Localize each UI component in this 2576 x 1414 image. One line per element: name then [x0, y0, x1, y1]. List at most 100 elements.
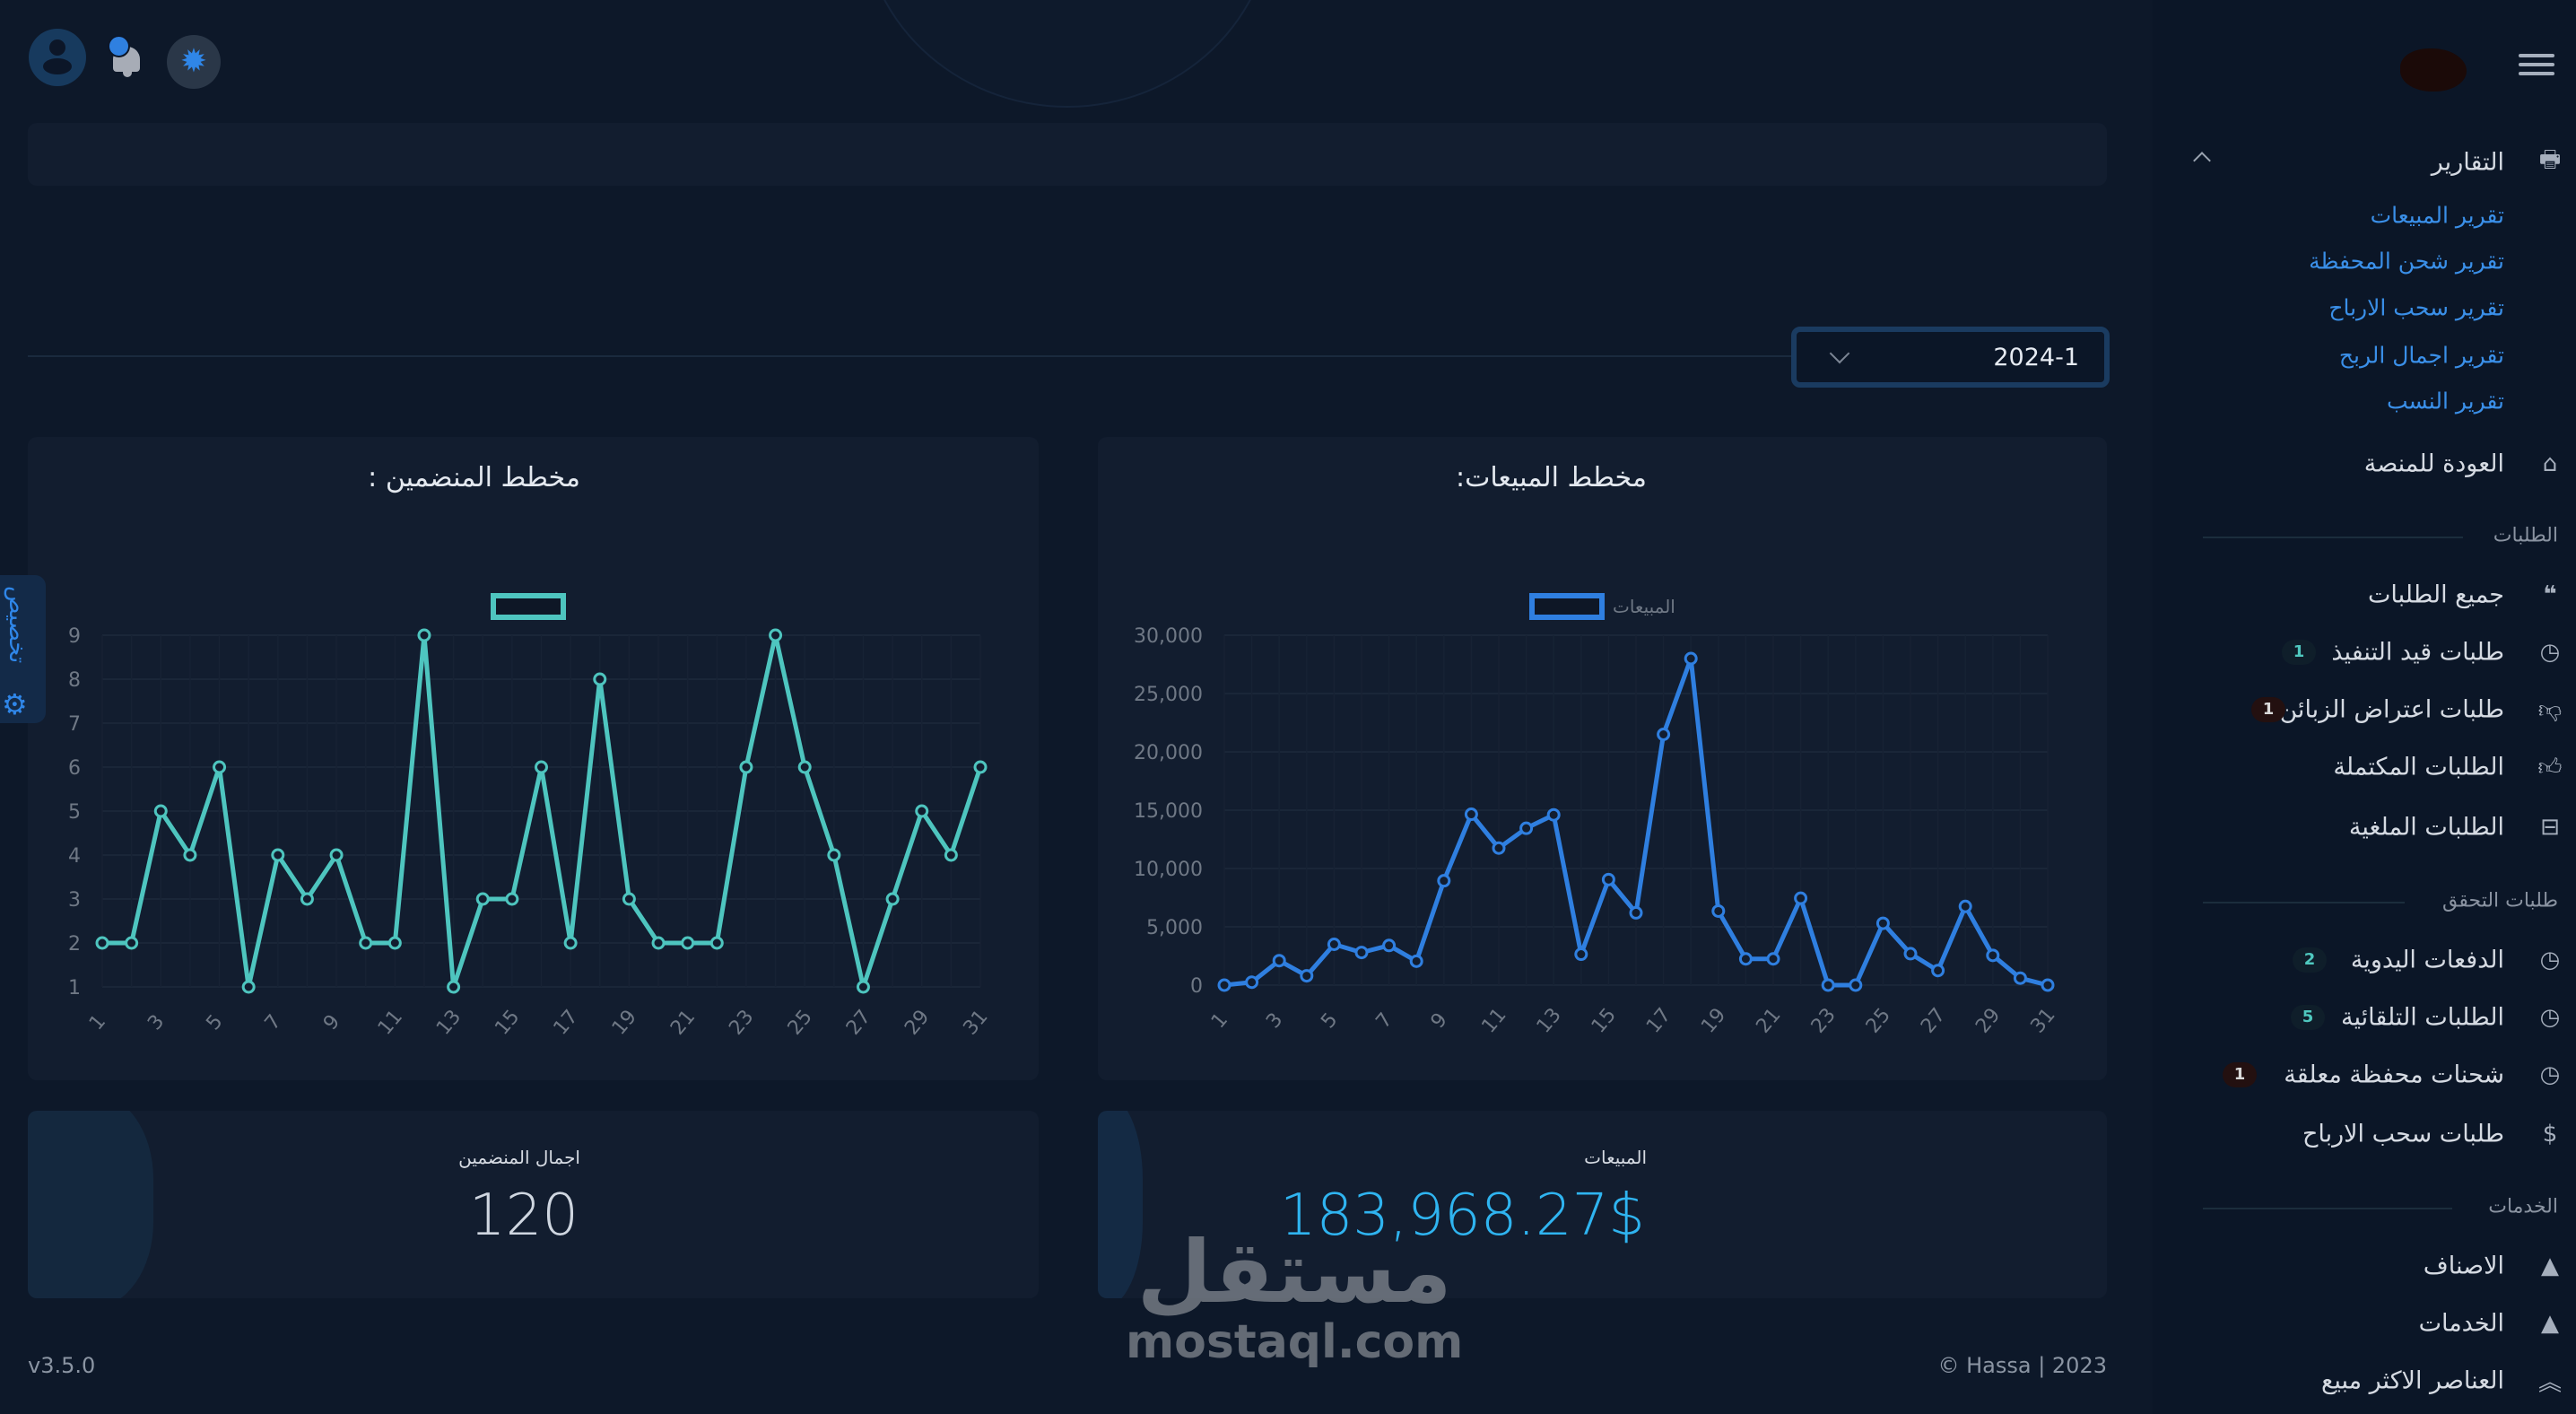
subscribers-chart-x-tick-label: 17 — [550, 1006, 583, 1040]
subscribers-stat-label: اجمال المنضمين — [458, 1147, 580, 1168]
subscribers-chart-data-point — [681, 936, 695, 950]
sidebar-item-cancelled[interactable]: الطلبات الملغية — [2348, 813, 2504, 842]
copyright: © Hassa | 2023 — [1937, 1353, 2107, 1378]
subscribers-chart-y-tick-label: 7 — [68, 713, 81, 736]
sidebar-item-services[interactable]: الخدمات — [2418, 1309, 2504, 1338]
sales-chart-data-point — [1903, 947, 1918, 961]
shapes-icon: ▲ — [2541, 1253, 2559, 1279]
shapes-icon: ▲ — [2541, 1310, 2559, 1337]
customize-tab[interactable]: تخصيص ⚙ — [0, 575, 46, 723]
section-divider — [2203, 537, 2463, 538]
user-avatar-icon[interactable] — [29, 29, 86, 86]
sales-chart-data-point — [1958, 899, 1972, 913]
sidebar-item-all-orders[interactable]: جميع الطلبات — [2367, 580, 2504, 609]
sales-chart-data-point — [1931, 964, 1945, 978]
section-divider — [2203, 1208, 2452, 1209]
collapse-reports-chevron-up-icon[interactable] — [2193, 152, 2211, 170]
subscribers-chart-x-tick-label: 21 — [666, 1006, 700, 1040]
sales-chart-legend-swatch — [1529, 593, 1605, 620]
in-progress-badge: 1 — [2282, 640, 2316, 665]
subscribers-chart-x-tick-label: 25 — [784, 1006, 817, 1040]
subscribers-chart-x-tick-label: 1 — [85, 1010, 110, 1034]
sidebar-item-back-to-platform[interactable]: العودة للمنصة — [2363, 450, 2504, 478]
section-orders: الطلبات — [2493, 524, 2558, 547]
home-icon: ⌂ — [2542, 450, 2558, 477]
sales-chart-data-point — [1519, 821, 1534, 835]
top-bar-card — [28, 123, 2107, 186]
subscribers-chart-y-tick-label: 6 — [68, 757, 81, 780]
subscribers-chart-y-tick-label: 3 — [68, 889, 81, 912]
sales-chart-x-tick-label: 31 — [2026, 1004, 2059, 1038]
sidebar: 🖶 التقارير تقرير المبيعات تقرير شحن المح… — [2153, 0, 2576, 1414]
sidebar-subitem-withdraw-report[interactable]: تقرير سحب الارباح — [2328, 294, 2504, 321]
theme-settings-button[interactable]: ✹ — [167, 35, 221, 89]
filter-divider — [28, 355, 1791, 357]
sales-stat-card — [1098, 1111, 2107, 1298]
sales-chart-data-point — [1601, 872, 1615, 886]
main-content: ✹ 2024-1 مخطط المبيعات: مخطط المنضمين : … — [0, 0, 2110, 1378]
subscribers-chart-data-point — [563, 936, 578, 950]
sales-chart-data-point — [1217, 978, 1231, 992]
sales-chart-data-point — [1629, 905, 1643, 920]
sales-chart-data-point — [1875, 916, 1890, 930]
logo — [2400, 48, 2467, 92]
subscribers-chart-x-tick-label: 3 — [144, 1010, 169, 1034]
sales-chart-data-point — [1437, 874, 1451, 888]
subscribers-chart-y-tick-label: 2 — [68, 933, 81, 956]
menu-icon[interactable] — [2519, 54, 2554, 75]
hand-dollar-icon: $ — [2542, 1121, 2558, 1148]
sales-chart-x-tick-label: 7 — [1372, 1008, 1397, 1033]
gear-icon: ⚙ — [2, 687, 28, 721]
sidebar-item-completed[interactable]: الطلبات المكتملة — [2333, 753, 2504, 781]
sidebar-item-categories[interactable]: الاصناف — [2423, 1252, 2504, 1280]
sales-chart-x-tick-label: 19 — [1697, 1004, 1730, 1038]
bell-icon[interactable] — [106, 32, 147, 81]
sidebar-item-pending-wallet[interactable]: شحنات محفظة معلقة — [2284, 1060, 2504, 1089]
sidebar-item-automatic-orders[interactable]: الطلبات التلقائية — [2340, 1003, 2504, 1032]
sales-chart-x-tick-label: 3 — [1262, 1008, 1287, 1033]
clock-icon: ◷ — [2539, 639, 2561, 666]
sales-chart-x-tick-label: 29 — [1971, 1004, 2005, 1038]
sidebar-item-in-progress[interactable]: طلبات قيد التنفيذ — [2331, 638, 2504, 667]
subscribers-chart-data-point — [915, 804, 929, 818]
manual-payments-badge: 2 — [2293, 947, 2327, 973]
sidebar-subitem-profit-report[interactable]: تقرير اجمال الربح — [2338, 342, 2504, 369]
subscribers-chart-x-tick-label: 19 — [608, 1006, 641, 1040]
subscribers-chart-data-point — [153, 804, 168, 818]
sales-chart-data-point — [1354, 946, 1369, 960]
subscribers-chart-data-point — [417, 628, 431, 642]
sidebar-subitem-ratio-report[interactable]: تقرير النسب — [2386, 388, 2504, 415]
subscribers-stat-card — [28, 1111, 1039, 1298]
sales-chart-data-point — [1546, 807, 1561, 822]
sidebar-item-manual-payments[interactable]: الدفعات اليدوية — [2350, 946, 2504, 974]
sales-chart-data-point — [1272, 954, 1286, 968]
subscribers-chart-data-point — [535, 760, 548, 774]
sidebar-item-reports[interactable]: التقارير — [2431, 148, 2504, 177]
subscribers-chart-x-tick-label: 29 — [901, 1006, 934, 1040]
sidebar-item-withdrawals[interactable]: طلبات سحب الارباح — [2302, 1120, 2504, 1148]
sales-chart-data-point — [1245, 975, 1259, 990]
subscribers-chart-data-point — [505, 892, 519, 906]
month-select[interactable]: 2024-1 — [1791, 327, 2110, 388]
subscribers-chart-data-point — [973, 760, 988, 774]
sidebar-subitem-wallet-report[interactable]: تقرير شحن المحفظة — [2309, 248, 2504, 275]
sales-chart-x-tick-label: 21 — [1752, 1004, 1785, 1038]
sales-chart-x-tick-label: 5 — [1317, 1008, 1342, 1033]
sales-chart-data-point — [1849, 978, 1863, 992]
sales-chart-data-point — [2013, 971, 2027, 985]
sales-chart-data-point — [1300, 969, 1314, 983]
clock-icon: ◷ — [2539, 1004, 2561, 1031]
sidebar-item-disputes[interactable]: طلبات اعتراض الزبائن — [2279, 695, 2504, 724]
subscribers-chart-data-point — [709, 936, 724, 950]
sales-chart-x-tick-label: 27 — [1917, 1004, 1950, 1038]
subscribers-chart-data-point — [622, 892, 636, 906]
sidebar-item-best-sellers[interactable]: العناصر الاكثر مبيع — [2320, 1366, 2504, 1395]
sales-chart-data-point — [1794, 891, 1808, 905]
subscribers-chart-data-point — [447, 980, 461, 994]
subscribers-chart-x-tick-label: 27 — [842, 1006, 875, 1040]
sidebar-subitem-sales-report[interactable]: تقرير المبيعات — [2370, 202, 2504, 229]
subscribers-chart-data-point — [651, 936, 666, 950]
pending-wallet-badge: 1 — [2223, 1062, 2257, 1087]
sales-chart-x-tick-label: 25 — [1862, 1004, 1895, 1038]
